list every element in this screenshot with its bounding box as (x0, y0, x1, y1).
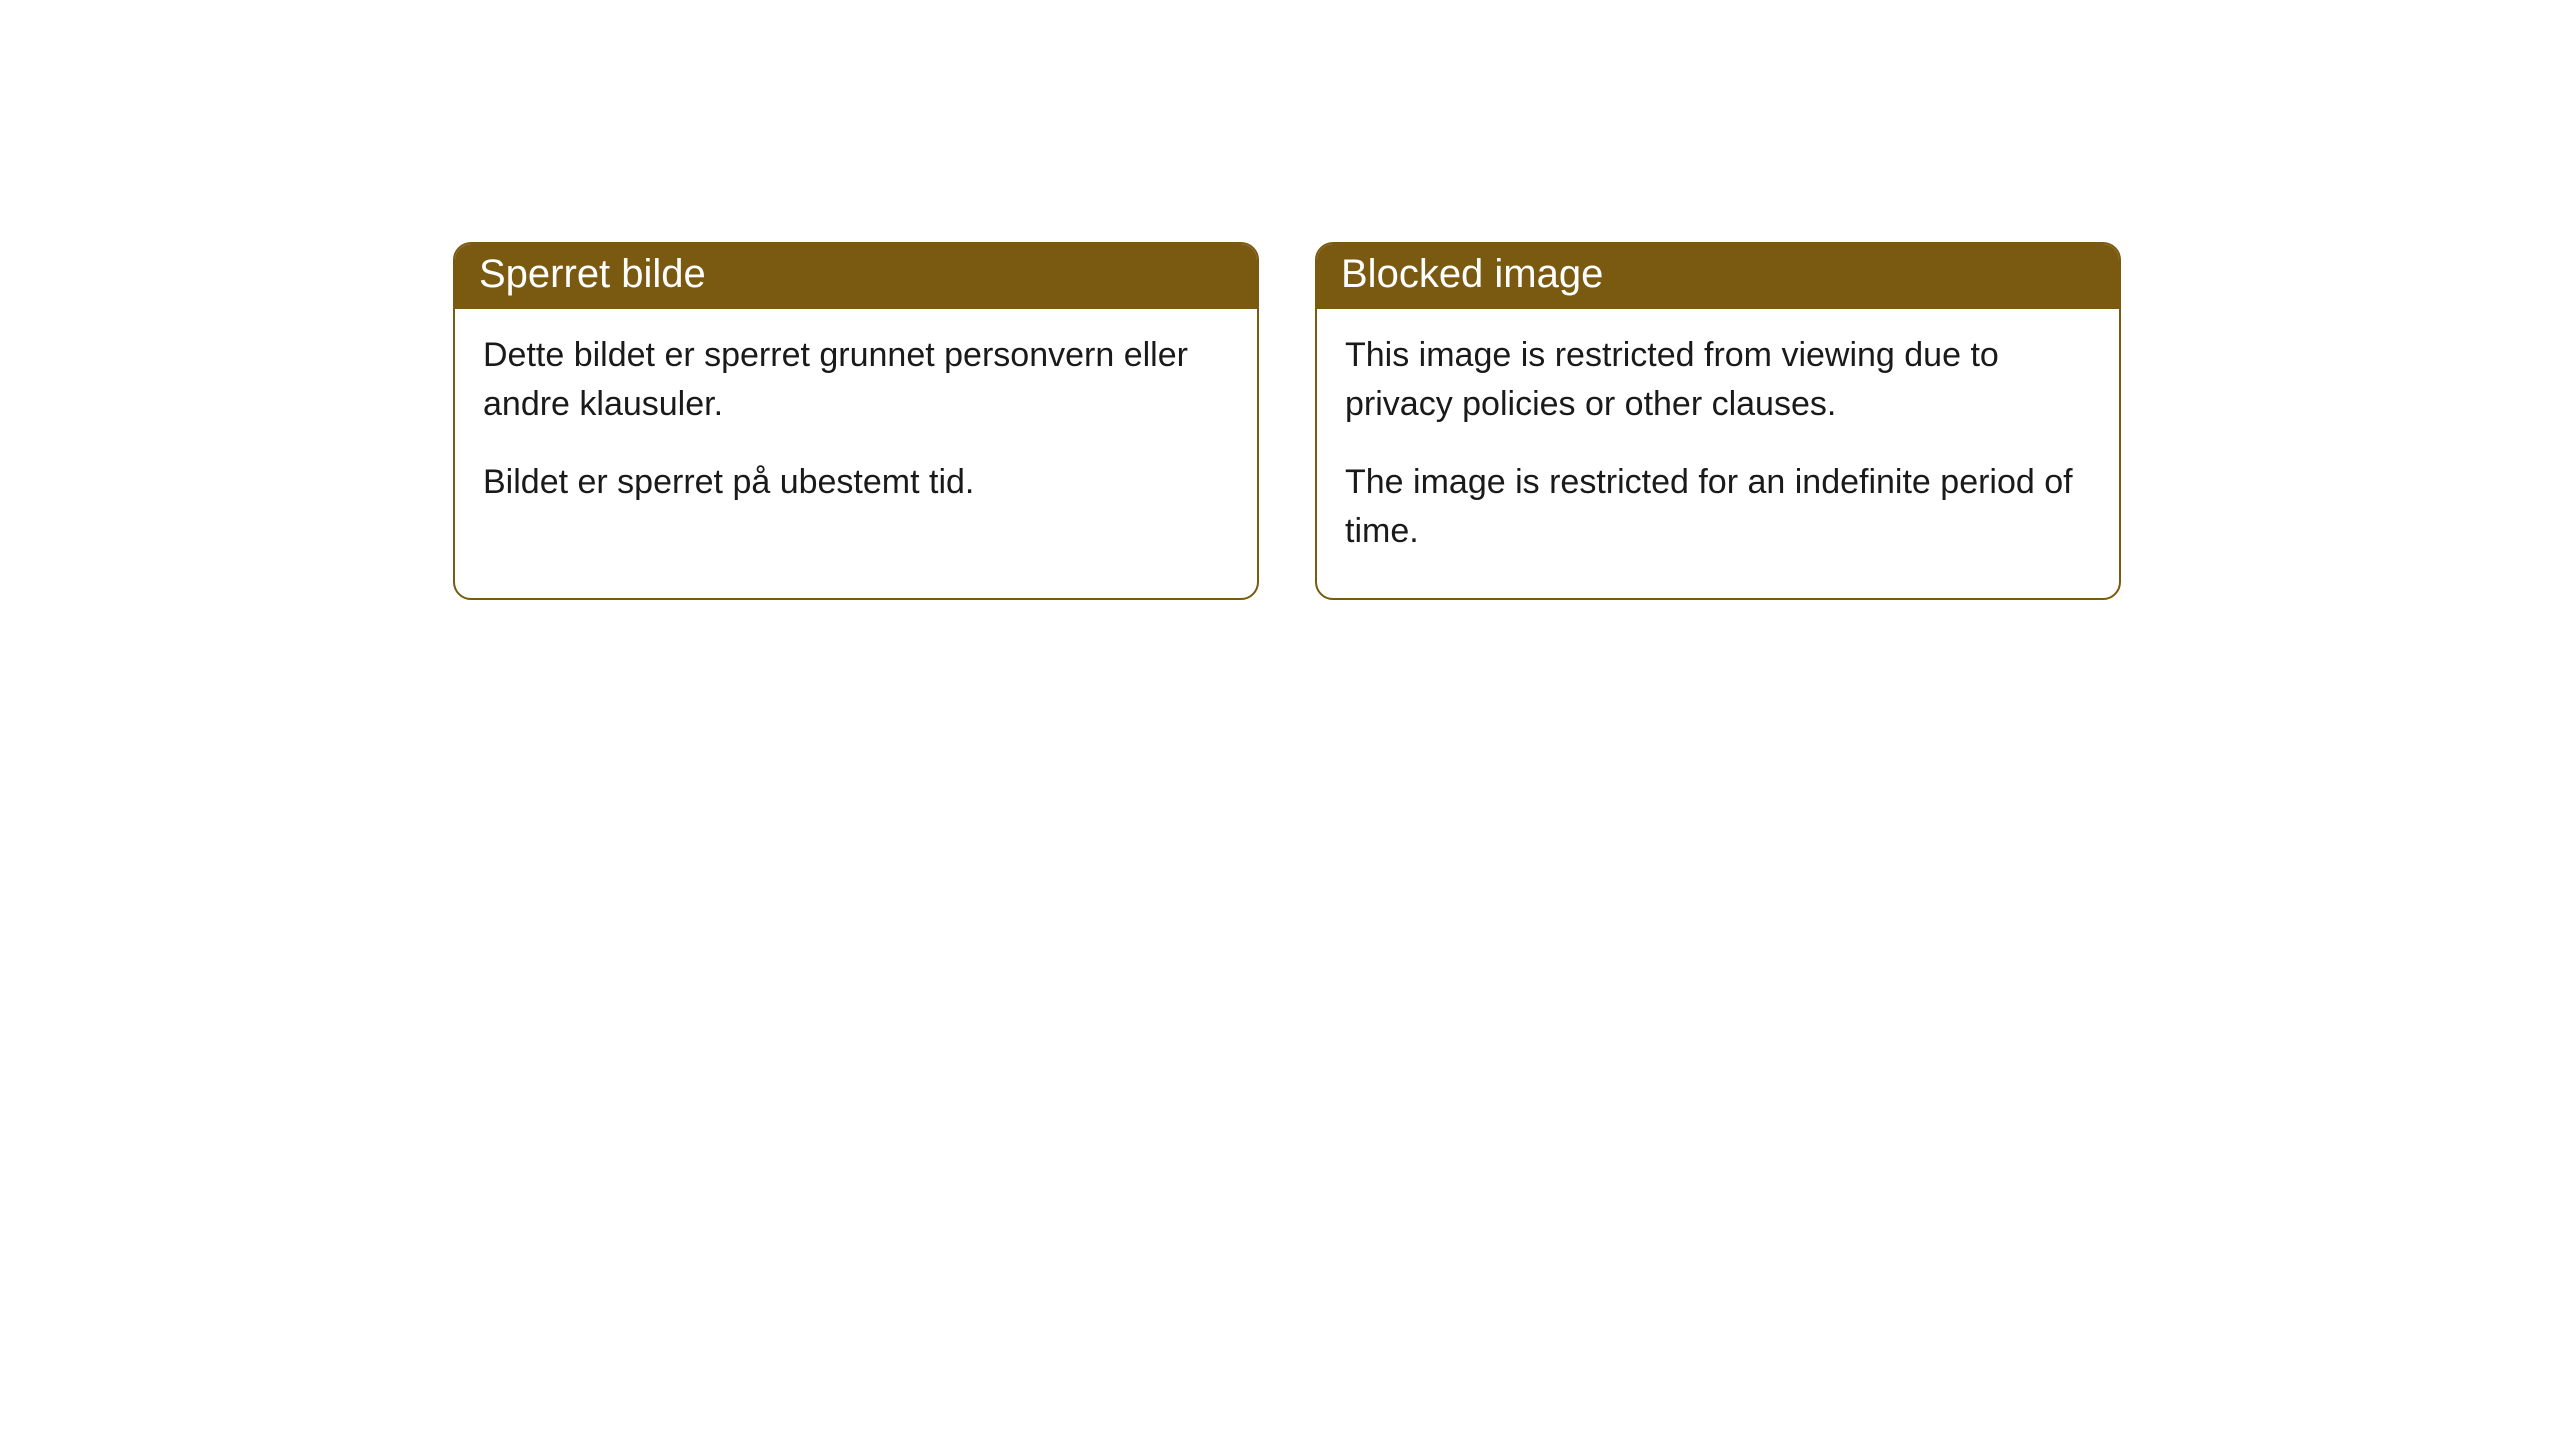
blocked-image-card-norwegian: Sperret bilde Dette bildet er sperret gr… (453, 242, 1259, 600)
card-paragraph-2: Bildet er sperret på ubestemt tid. (483, 458, 1229, 507)
card-header: Blocked image (1317, 244, 2119, 309)
card-paragraph-1: This image is restricted from viewing du… (1345, 331, 2091, 430)
card-title: Blocked image (1341, 252, 1603, 296)
notice-container: Sperret bilde Dette bildet er sperret gr… (453, 242, 2121, 600)
card-body: Dette bildet er sperret grunnet personve… (455, 309, 1257, 549)
card-paragraph-2: The image is restricted for an indefinit… (1345, 458, 2091, 557)
card-header: Sperret bilde (455, 244, 1257, 309)
card-title: Sperret bilde (479, 252, 706, 296)
card-body: This image is restricted from viewing du… (1317, 309, 2119, 598)
blocked-image-card-english: Blocked image This image is restricted f… (1315, 242, 2121, 600)
card-paragraph-1: Dette bildet er sperret grunnet personve… (483, 331, 1229, 430)
